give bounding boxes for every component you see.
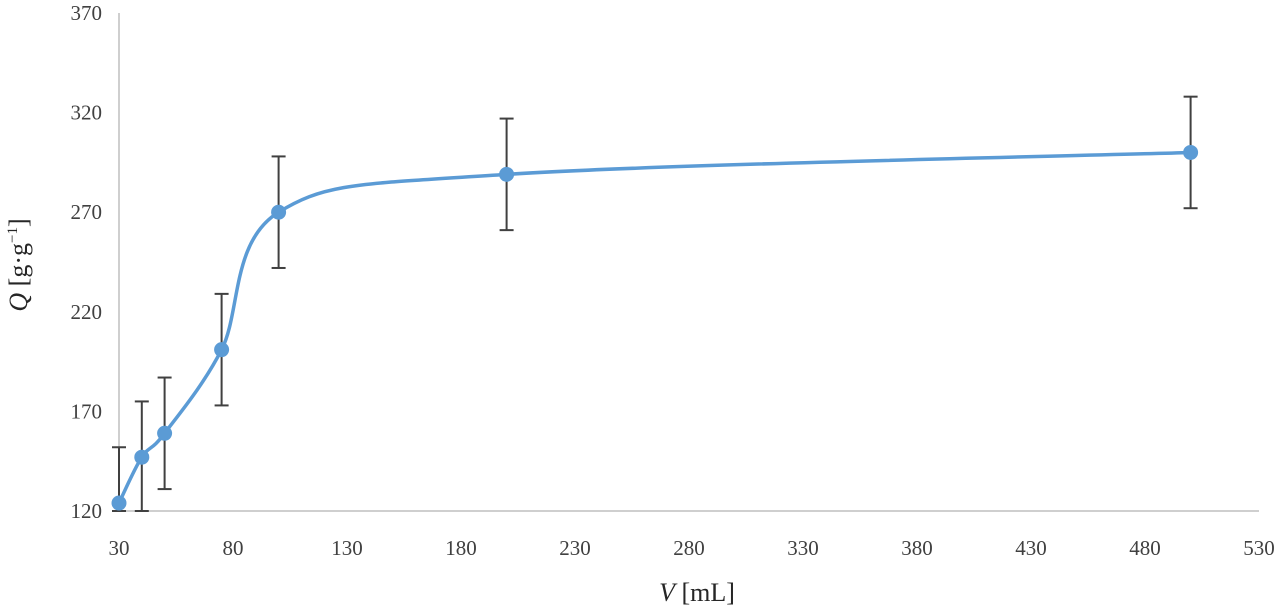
data-point: [499, 166, 515, 182]
y-axis-unit: [g·g: [4, 243, 33, 293]
x-tick-label: 380: [901, 536, 933, 560]
x-tick-label: 280: [673, 536, 705, 560]
axes: [118, 13, 1259, 512]
x-tick-label: 480: [1129, 536, 1161, 560]
x-axis-title: V [mL]: [659, 578, 735, 607]
y-axis-unit-superscript: −1: [5, 227, 21, 243]
x-tick-label: 180: [445, 536, 477, 560]
data-points: [111, 144, 1199, 511]
data-point: [214, 342, 230, 358]
y-axis-symbol: Q: [4, 293, 33, 312]
y-tick-label: 170: [71, 399, 103, 423]
y-axis-title: Q [g·g−1]: [4, 218, 33, 311]
x-tick-label: 530: [1243, 536, 1275, 560]
x-tick-label: 330: [787, 536, 819, 560]
y-tick-label: 320: [71, 101, 103, 125]
y-tick-label: 220: [71, 300, 103, 324]
y-axis-unit-close: ]: [4, 218, 33, 227]
y-tick-label: 370: [71, 1, 103, 25]
x-tick-label: 30: [109, 536, 130, 560]
y-tick-label: 120: [71, 499, 103, 523]
data-point: [1183, 144, 1199, 160]
x-tick-label: 80: [223, 536, 244, 560]
x-tick-label: 430: [1015, 536, 1047, 560]
x-tick-labels: 30 80 130 180 230 280 330 380 430 480 530: [109, 536, 1275, 560]
error-bars: [112, 95, 1198, 512]
x-axis-unit: [mL]: [675, 578, 735, 607]
x-axis-symbol: V: [659, 578, 678, 607]
data-point: [111, 495, 127, 511]
y-tick-labels: 120 170 220 270 320 370: [71, 1, 103, 523]
data-point: [271, 204, 287, 220]
x-tick-label: 130: [331, 536, 363, 560]
data-point: [134, 449, 150, 465]
x-tick-label: 230: [559, 536, 591, 560]
y-tick-label: 270: [71, 200, 103, 224]
data-point: [157, 425, 173, 441]
